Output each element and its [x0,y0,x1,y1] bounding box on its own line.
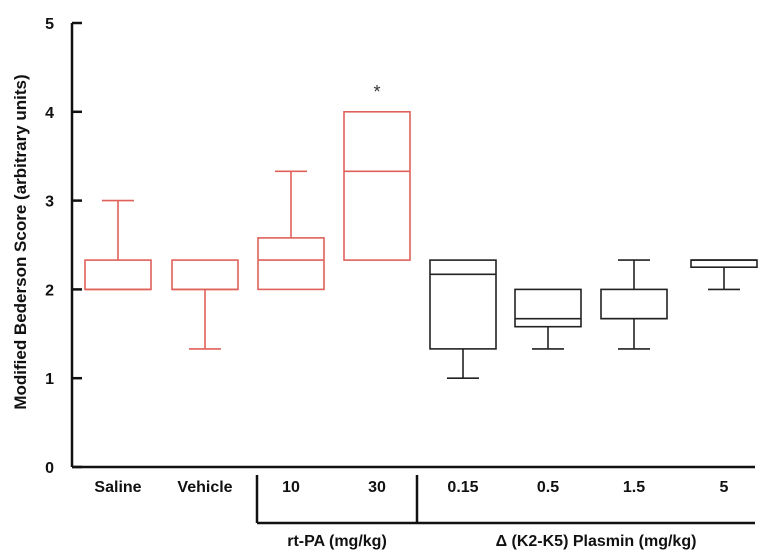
x-tick-label: Vehicle [177,479,232,496]
box-10 [257,170,325,291]
group-label: Δ (K2-K5) Plasmin (mg/kg) [496,533,697,550]
box-Vehicle [171,259,239,350]
box-1.5 [600,259,668,350]
box-iqr [84,259,152,291]
box-30: * [343,82,411,261]
x-tick-label: 0.15 [447,479,478,496]
x-tick-label: 10 [282,479,300,496]
axes: 0 1 2 3 4 5 [45,16,755,477]
y-tick-label: 0 [45,460,54,477]
box-iqr [257,237,325,291]
x-tick-labels: Saline Vehicle 10 30 0.15 0.5 1.5 5 [94,479,728,496]
x-tick-label: Saline [94,479,141,496]
x-tick-label: 0.5 [537,479,559,496]
box-series: * [84,82,758,380]
x-tick-label: 30 [368,479,386,496]
y-tick-label: 3 [45,194,54,211]
box-iqr [514,288,582,328]
y-axis-label: Modified Bederson Score (arbitrary units… [11,74,30,409]
box-5 [690,259,758,291]
x-tick-label: 5 [720,479,729,496]
group-brackets: rt-PA (mg/kg) Δ (K2-K5) Plasmin (mg/kg) [255,475,755,550]
y-tick-label: 4 [45,105,54,122]
y-tick-label: 2 [45,282,54,299]
box-iqr [429,259,497,350]
y-tick-label: 1 [45,371,54,388]
x-tick-label: 1.5 [623,479,645,496]
box-0.5 [514,288,582,350]
box-iqr [600,288,668,320]
box-iqr [343,111,411,261]
box-iqr [690,259,758,269]
y-tick-label: 5 [45,16,54,33]
significance-marker: * [373,82,380,102]
box-Saline [84,199,152,291]
group-label: rt-PA (mg/kg) [287,533,387,550]
box-0.15 [429,259,497,380]
box-iqr [171,259,239,291]
